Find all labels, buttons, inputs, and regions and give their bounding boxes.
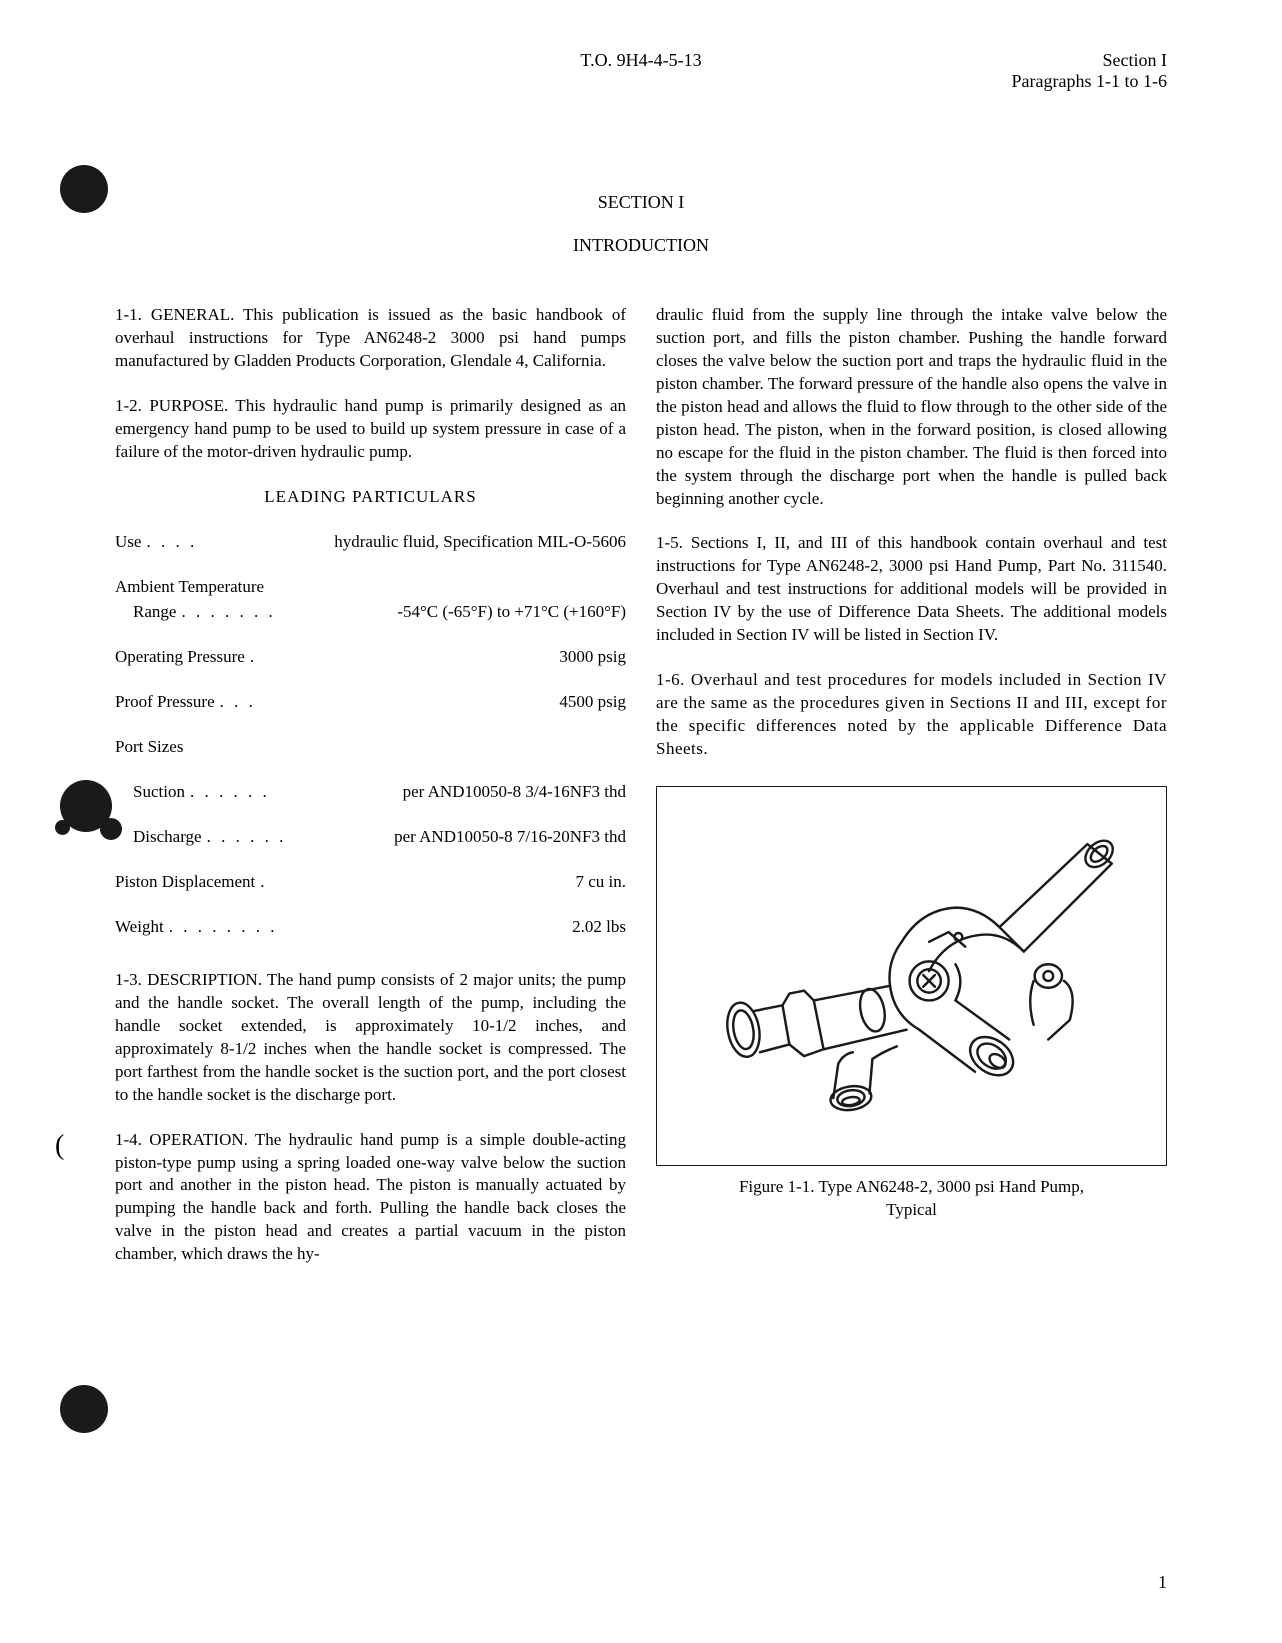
spec-value: hydraulic fluid, Specification MIL-O-560… xyxy=(334,531,626,554)
spec-row: Suction . . . . . . per AND10050-8 3/4-1… xyxy=(133,781,626,804)
spec-row: Weight . . . . . . . . 2.02 lbs xyxy=(115,916,626,939)
spec-value: 4500 psig xyxy=(559,691,626,714)
spec-dots: . . . . xyxy=(141,531,334,554)
page-header: T.O. 9H4-4-5-13 Section I Paragraphs 1-1… xyxy=(115,50,1167,92)
section-label: Section I xyxy=(1012,50,1167,71)
spec-label: Piston Displacement xyxy=(115,871,255,894)
spec-row: Use . . . . hydraulic fluid, Specificati… xyxy=(115,531,626,554)
margin-mark: ( xyxy=(55,1130,64,1162)
spec-dots: . . . . . . xyxy=(202,826,395,849)
spec-value: 7 cu in. xyxy=(575,871,626,894)
spec-label: Operating Pressure xyxy=(115,646,245,669)
spec-dots: . xyxy=(255,871,575,894)
spec-dots: . . . . . . . . xyxy=(164,916,572,939)
paragraph-1-3: 1-3. DESCRIPTION. The hand pump consists… xyxy=(115,969,626,1107)
left-column: 1-1. GENERAL. This publication is issued… xyxy=(115,304,626,1266)
spec-label: Suction xyxy=(133,781,185,804)
spec-group-header: Ambient Temperature xyxy=(115,576,626,599)
paragraphs-range: Paragraphs 1-1 to 1-6 xyxy=(1012,71,1167,92)
section-title: SECTION I xyxy=(115,192,1167,213)
spec-group-header: Port Sizes xyxy=(115,736,626,759)
figure-caption-line1: Figure 1-1. Type AN6248-2, 3000 psi Hand… xyxy=(739,1177,1084,1196)
spec-row: Operating Pressure . 3000 psig xyxy=(115,646,626,669)
spec-row: Piston Displacement . 7 cu in. xyxy=(115,871,626,894)
spec-value: 3000 psig xyxy=(559,646,626,669)
page-number: 1 xyxy=(1158,1572,1167,1593)
content-columns: 1-1. GENERAL. This publication is issued… xyxy=(115,304,1167,1266)
spec-dots: . . . . . . . xyxy=(176,601,397,624)
spec-label: Weight xyxy=(115,916,164,939)
hand-pump-illustration xyxy=(677,807,1146,1145)
leading-particulars-title: LEADING PARTICULARS xyxy=(115,486,626,509)
spec-value: per AND10050-8 3/4-16NF3 thd xyxy=(403,781,626,804)
spec-value: -54°C (-65°F) to +71°C (+160°F) xyxy=(397,601,626,624)
introduction-title: INTRODUCTION xyxy=(115,235,1167,256)
spec-dots: . xyxy=(245,646,560,669)
punch-hole xyxy=(60,165,108,213)
spec-dots: . . . . . . xyxy=(185,781,403,804)
punch-hole xyxy=(60,780,112,832)
paragraph-1-4-part1: 1-4. OPERATION. The hydraulic hand pump … xyxy=(115,1129,626,1267)
spec-label: Use xyxy=(115,531,141,554)
paragraph-1-6: 1-6. Overhaul and test procedures for mo… xyxy=(656,669,1167,761)
right-column: draulic fluid from the supply line throu… xyxy=(656,304,1167,1266)
paragraph-1-5: 1-5. Sections I, II, and III of this han… xyxy=(656,532,1167,647)
spec-row: Discharge . . . . . . per AND10050-8 7/1… xyxy=(133,826,626,849)
spec-dots: . . . xyxy=(215,691,560,714)
spec-label: Range xyxy=(133,601,176,624)
spec-row: Proof Pressure . . . 4500 psig xyxy=(115,691,626,714)
spec-label: Discharge xyxy=(133,826,202,849)
document-number: T.O. 9H4-4-5-13 xyxy=(580,50,701,71)
spec-row: Range . . . . . . . -54°C (-65°F) to +71… xyxy=(133,601,626,624)
specifications-list: Use . . . . hydraulic fluid, Specificati… xyxy=(115,531,626,939)
paragraph-1-2: 1-2. PURPOSE. This hydraulic hand pump i… xyxy=(115,395,626,464)
spec-value: per AND10050-8 7/16-20NF3 thd xyxy=(394,826,626,849)
paragraph-1-1: 1-1. GENERAL. This publication is issued… xyxy=(115,304,626,373)
figure-caption-line2: Typical xyxy=(886,1200,937,1219)
figure-caption: Figure 1-1. Type AN6248-2, 3000 psi Hand… xyxy=(656,1176,1167,1222)
spec-value: 2.02 lbs xyxy=(572,916,626,939)
paragraph-1-4-part2: draulic fluid from the supply line throu… xyxy=(656,304,1167,510)
figure-1-1 xyxy=(656,786,1167,1166)
spec-label: Proof Pressure xyxy=(115,691,215,714)
punch-hole xyxy=(60,1385,108,1433)
